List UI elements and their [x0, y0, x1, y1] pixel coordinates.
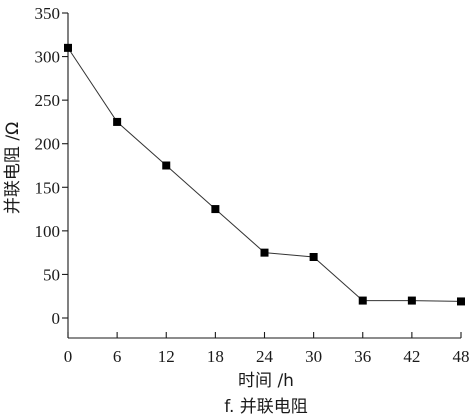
x-tick-label: 42 — [403, 347, 420, 366]
data-point-marker — [113, 117, 122, 126]
series-line — [67, 47, 462, 302]
axes — [67, 13, 461, 339]
y-tick-label: 100 — [35, 222, 61, 241]
x-tick-label: 36 — [354, 347, 371, 366]
data-point-marker — [457, 297, 465, 306]
x-axis-label: 时间 /h — [238, 371, 294, 391]
y-axis-label: 并联电阻 /Ω — [3, 122, 23, 214]
y-tick-label: 50 — [43, 265, 60, 284]
x-axis-ticks: 0 6 12 18 24 30 36 42 48 — [64, 332, 470, 366]
data-point-marker — [260, 248, 269, 257]
y-tick-label: 0 — [52, 309, 61, 328]
x-tick-label: 18 — [207, 347, 224, 366]
data-point-marker — [162, 161, 171, 170]
series-group — [64, 43, 465, 306]
data-point-marker — [407, 296, 416, 305]
x-tick-label: 0 — [64, 347, 73, 366]
x-tick-label: 30 — [305, 347, 322, 366]
y-tick-label: 250 — [35, 91, 61, 110]
x-tick-label: 48 — [453, 347, 470, 366]
data-point-marker — [309, 253, 318, 261]
y-tick-label: 350 — [35, 4, 61, 23]
x-tick-label: 12 — [158, 347, 175, 366]
y-tick-label: 200 — [35, 135, 61, 154]
x-tick-label: 24 — [256, 347, 274, 366]
data-point-marker — [64, 43, 72, 52]
x-tick-label: 6 — [113, 347, 122, 366]
y-tick-label: 150 — [35, 178, 61, 197]
y-axis-ticks: 0 50 100 150 200 250 300 350 — [35, 4, 68, 328]
data-point-marker — [358, 296, 367, 305]
chart-caption: f. 并联电阻 — [224, 397, 308, 417]
y-tick-label: 300 — [35, 48, 61, 67]
data-point-marker — [211, 205, 220, 214]
